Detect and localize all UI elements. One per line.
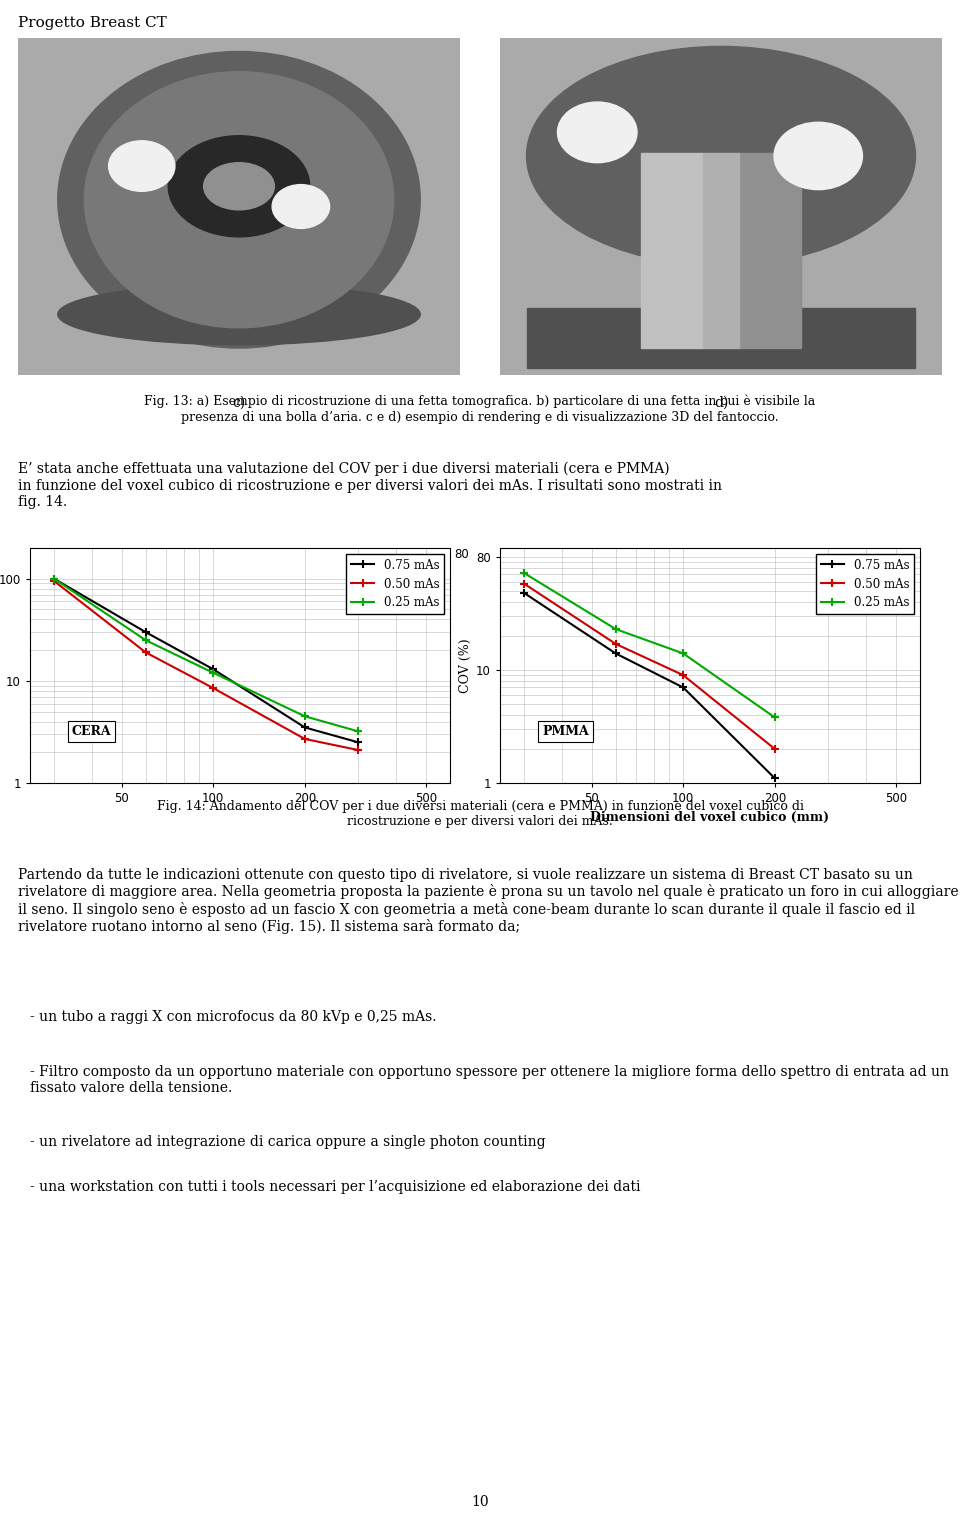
- 0.50 mAs: [610, 636, 621, 654]
- 0.25 mAs: [610, 620, 621, 639]
- Ellipse shape: [526, 46, 916, 265]
- 0.25 mAs: [48, 570, 60, 588]
- Line: 0.75 mAs: 0.75 mAs: [50, 575, 363, 747]
- 0.75 mAs: [352, 733, 364, 751]
- Text: - Filtro composto da un opportuno materiale con opportuno spessore per ottenere : - Filtro composto da un opportuno materi…: [30, 1065, 949, 1096]
- Ellipse shape: [58, 283, 420, 344]
- 0.75 mAs: [140, 623, 152, 642]
- 0.50 mAs: [207, 678, 219, 696]
- 0.25 mAs: [300, 707, 311, 725]
- 0.75 mAs: [610, 645, 621, 663]
- 0.50 mAs: [48, 572, 60, 590]
- Text: CERA: CERA: [72, 725, 111, 738]
- 0.75 mAs: [300, 718, 311, 736]
- Bar: [738, 152, 801, 347]
- 0.25 mAs: [678, 645, 689, 663]
- Legend: 0.75 mAs, 0.50 mAs, 0.25 mAs: 0.75 mAs, 0.50 mAs, 0.25 mAs: [346, 553, 444, 614]
- 0.75 mAs: [207, 660, 219, 678]
- Circle shape: [108, 140, 175, 192]
- 0.25 mAs: [207, 663, 219, 681]
- 0.50 mAs: [140, 643, 152, 661]
- Y-axis label: COV (%): COV (%): [459, 639, 472, 693]
- Line: 0.25 mAs: 0.25 mAs: [520, 568, 779, 722]
- 0.50 mAs: [300, 730, 311, 748]
- X-axis label: Dimensioni del voxel cubico (mm): Dimensioni del voxel cubico (mm): [590, 811, 829, 823]
- Text: E’ stata anche effettuata una valutazione del COV per i due diversi materiali (c: E’ stata anche effettuata una valutazion…: [18, 462, 722, 509]
- Text: Partendo da tutte le indicazioni ottenute con questo tipo di rivelatore, si vuol: Partendo da tutte le indicazioni ottenut…: [18, 869, 959, 934]
- Text: 80: 80: [455, 549, 469, 561]
- Legend: 0.75 mAs, 0.50 mAs, 0.25 mAs: 0.75 mAs, 0.50 mAs, 0.25 mAs: [816, 553, 914, 614]
- Text: - un rivelatore ad integrazione di carica oppure a single photon counting: - un rivelatore ad integrazione di caric…: [30, 1135, 545, 1149]
- Text: 10: 10: [471, 1495, 489, 1509]
- Line: 0.25 mAs: 0.25 mAs: [50, 575, 363, 736]
- Circle shape: [272, 184, 329, 229]
- Text: Fig. 14: Andamento del COV per i due diversi materiali (cera e PMMA) in funzione: Fig. 14: Andamento del COV per i due div…: [156, 800, 804, 828]
- Line: 0.50 mAs: 0.50 mAs: [520, 579, 779, 753]
- 0.50 mAs: [518, 575, 530, 593]
- 0.75 mAs: [678, 678, 689, 696]
- Text: Progetto Breast CT: Progetto Breast CT: [18, 15, 167, 30]
- Ellipse shape: [84, 72, 394, 328]
- Text: PMMA: PMMA: [542, 725, 588, 738]
- Ellipse shape: [58, 52, 420, 347]
- Text: Fig. 13: a) Esempio di ricostruzione di una fetta tomografica. b) particolare di: Fig. 13: a) Esempio di ricostruzione di …: [144, 395, 816, 424]
- 0.50 mAs: [352, 741, 364, 759]
- 0.25 mAs: [518, 564, 530, 582]
- Circle shape: [558, 102, 637, 163]
- 0.25 mAs: [352, 722, 364, 741]
- Bar: [641, 152, 704, 347]
- Circle shape: [774, 122, 862, 189]
- 0.50 mAs: [678, 666, 689, 684]
- Line: 0.75 mAs: 0.75 mAs: [520, 588, 779, 782]
- 0.25 mAs: [140, 631, 152, 649]
- 0.75 mAs: [48, 570, 60, 588]
- 0.75 mAs: [769, 770, 780, 788]
- 0.25 mAs: [769, 709, 780, 727]
- Ellipse shape: [168, 136, 310, 236]
- Ellipse shape: [204, 163, 275, 210]
- Bar: [704, 152, 738, 347]
- Text: d): d): [714, 395, 729, 410]
- 0.50 mAs: [769, 739, 780, 757]
- 0.75 mAs: [518, 584, 530, 602]
- Bar: [526, 308, 916, 369]
- Line: 0.50 mAs: 0.50 mAs: [50, 578, 363, 754]
- Text: - un tubo a raggi X con microfocus da 80 kVp e 0,25 mAs.: - un tubo a raggi X con microfocus da 80…: [30, 1010, 437, 1024]
- Text: - una workstation con tutti i tools necessari per l’acquisizione ed elaborazione: - una workstation con tutti i tools nece…: [30, 1180, 640, 1193]
- Text: c): c): [232, 395, 246, 410]
